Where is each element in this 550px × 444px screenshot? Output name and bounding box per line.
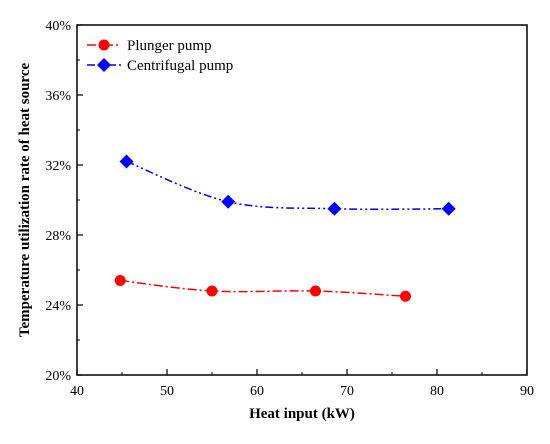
series-diamond	[119, 154, 456, 216]
x-tick-label: 70	[340, 384, 354, 399]
x-tick-label: 80	[430, 384, 444, 399]
data-point	[119, 154, 134, 169]
series-layer	[114, 154, 456, 302]
y-tick-label: 24%	[45, 299, 71, 314]
x-tick-label: 90	[520, 384, 534, 399]
data-point	[114, 275, 126, 286]
data-point	[310, 285, 321, 297]
x-axis-title: Heat input (kW)	[249, 406, 355, 422]
legend-item: Centrifugal pump	[87, 58, 233, 74]
legend-label: Centrifugal pump	[127, 58, 233, 74]
y-tick-label: 40%	[45, 19, 71, 34]
data-point	[441, 201, 456, 216]
y-tick-label: 36%	[45, 89, 71, 104]
y-axis: 20% 24% 28% 32% 36% 40%	[45, 19, 83, 384]
data-point	[206, 285, 218, 297]
series-line	[120, 279, 406, 297]
x-tick-label: 50	[160, 384, 174, 399]
legend-marker	[98, 39, 110, 51]
x-tick-label: 60	[250, 384, 264, 399]
y-tick-label: 28%	[45, 229, 71, 244]
legend: Plunger pump Centrifugal pump	[87, 38, 233, 74]
legend-label: Plunger pump	[127, 38, 212, 54]
y-axis-title: Temperature utilization rate of heat sou…	[17, 63, 33, 338]
y-tick-label: 20%	[45, 369, 71, 384]
y-tick-label: 32%	[45, 159, 71, 174]
data-point	[327, 201, 342, 216]
data-point	[221, 194, 236, 209]
series-circle	[114, 275, 411, 302]
legend-marker	[97, 58, 111, 72]
legend-item: Plunger pump	[87, 38, 212, 54]
data-point	[400, 290, 411, 302]
x-axis: 40 50 60 70 80 90	[70, 369, 534, 399]
plot-frame	[76, 24, 528, 376]
x-tick-label: 40	[70, 384, 84, 399]
series-line	[126, 160, 449, 211]
